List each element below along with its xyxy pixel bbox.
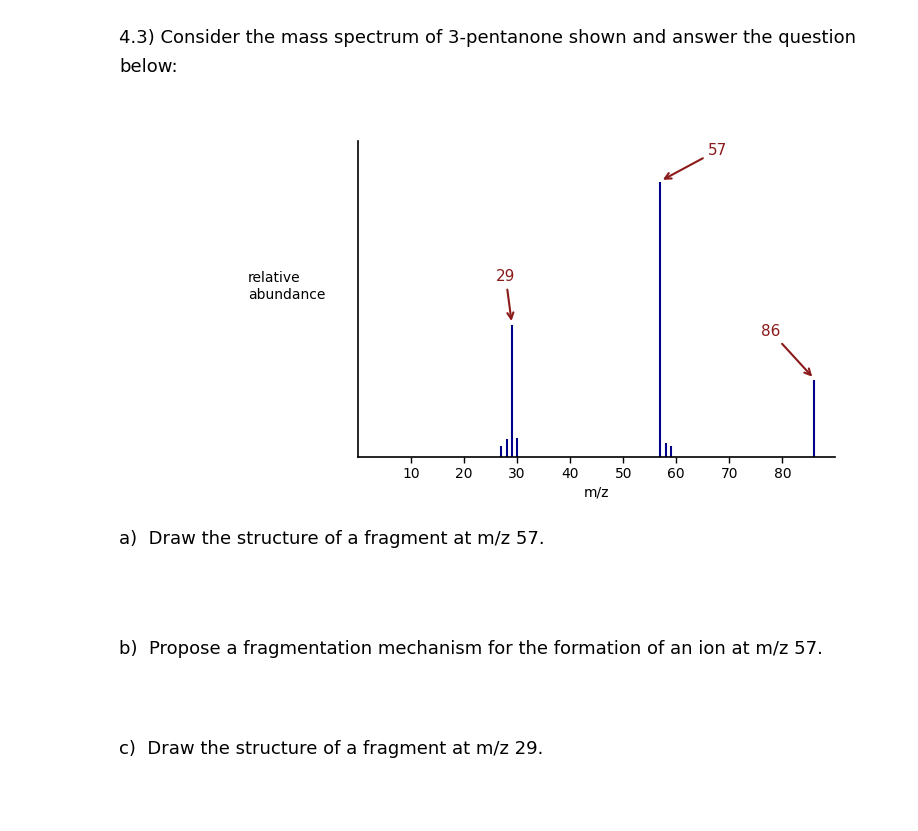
- Text: 86: 86: [761, 324, 811, 375]
- Text: c)  Draw the structure of a fragment at m/z 29.: c) Draw the structure of a fragment at m…: [119, 740, 543, 759]
- Text: relative
abundance: relative abundance: [248, 271, 325, 302]
- Text: 29: 29: [496, 269, 515, 319]
- Text: b)  Propose a fragmentation mechanism for the formation of an ion at m/z 57.: b) Propose a fragmentation mechanism for…: [119, 640, 823, 658]
- Text: below:: below:: [119, 58, 178, 76]
- Text: 57: 57: [665, 143, 727, 179]
- X-axis label: m/z: m/z: [584, 485, 610, 499]
- Text: 4.3) Consider the mass spectrum of 3-pentanone shown and answer the question: 4.3) Consider the mass spectrum of 3-pen…: [119, 29, 856, 47]
- Text: a)  Draw the structure of a fragment at m/z 57.: a) Draw the structure of a fragment at m…: [119, 530, 545, 548]
